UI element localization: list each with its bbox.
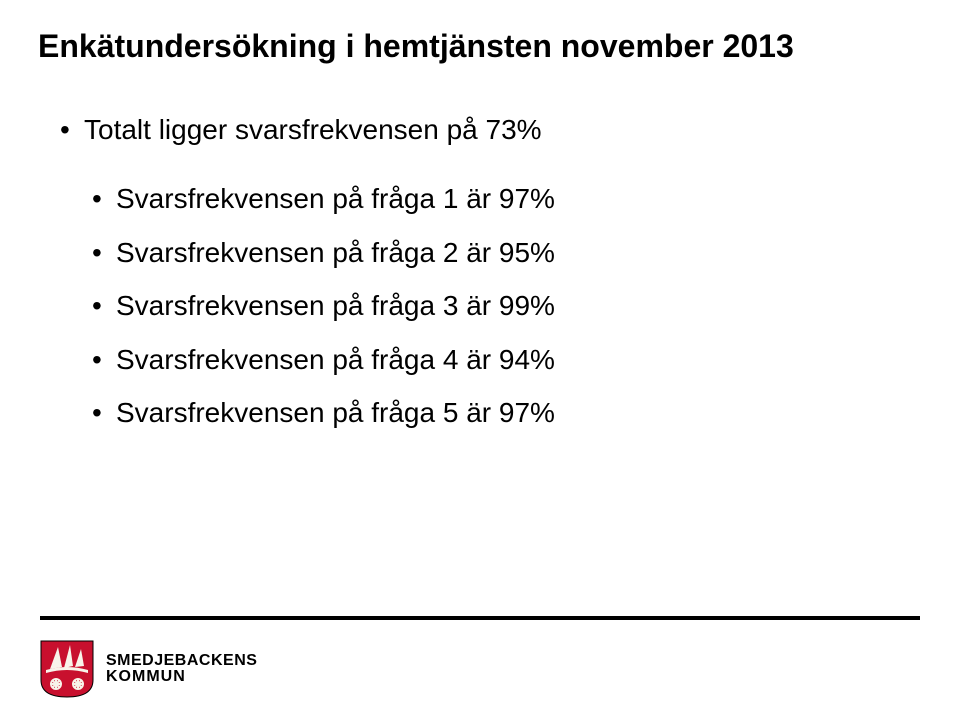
crest-icon bbox=[40, 640, 94, 698]
sub-bullet-4: Svarsfrekvensen på fråga 4 är 94% bbox=[116, 338, 900, 381]
sub-bullet-3: Svarsfrekvensen på fråga 3 är 99% bbox=[116, 284, 900, 327]
bullet-list: Totalt ligger svarsfrekvensen på 73% bbox=[60, 108, 900, 151]
sub-bullet-1: Svarsfrekvensen på fråga 1 är 97% bbox=[116, 177, 900, 220]
footer-logo: SMEDJEBACKENS KOMMUN bbox=[40, 640, 257, 698]
brand-line2: KOMMUN bbox=[106, 668, 257, 686]
sub-bullet-5: Svarsfrekvensen på fråga 5 är 97% bbox=[116, 391, 900, 434]
divider-line bbox=[40, 616, 920, 620]
slide: Enkätundersökning i hemtjänsten november… bbox=[0, 0, 960, 720]
sub-bullet-2: Svarsfrekvensen på fråga 2 är 95% bbox=[116, 231, 900, 274]
brand-text: SMEDJEBACKENS KOMMUN bbox=[106, 652, 257, 686]
bullet-top: Totalt ligger svarsfrekvensen på 73% bbox=[84, 108, 900, 151]
slide-body: Totalt ligger svarsfrekvensen på 73% Sva… bbox=[60, 108, 900, 444]
slide-title: Enkätundersökning i hemtjänsten november… bbox=[38, 28, 918, 65]
sub-bullet-list: Svarsfrekvensen på fråga 1 är 97% Svarsf… bbox=[60, 177, 900, 434]
